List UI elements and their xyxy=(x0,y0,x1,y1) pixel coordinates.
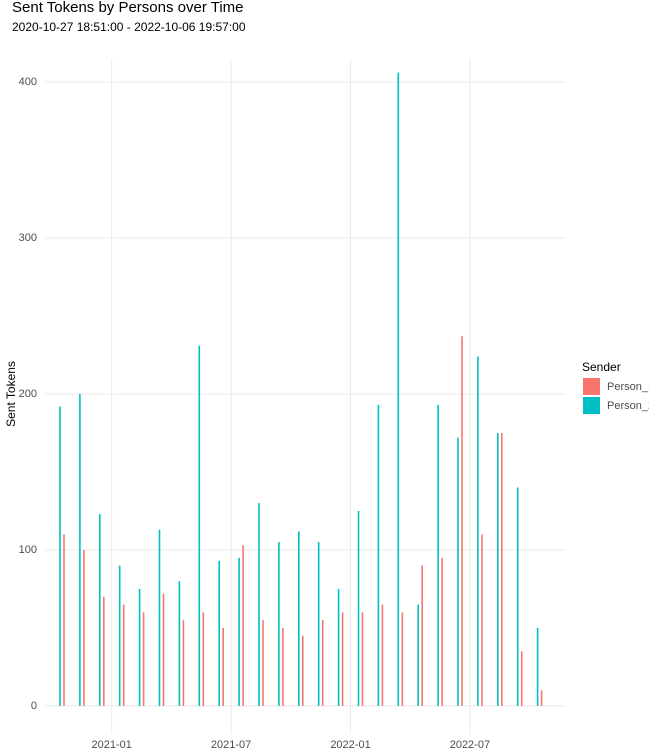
x-tick-label: 2022-07 xyxy=(450,739,490,751)
x-tick-label: 2021-07 xyxy=(211,739,251,751)
chart-subtitle: 2020-10-27 18:51:00 - 2022-10-06 19:57:0… xyxy=(12,20,246,34)
x-tick-label: 2022-01 xyxy=(330,739,370,751)
legend-key xyxy=(583,378,600,395)
legend-label: Person_2 xyxy=(607,400,649,412)
y-tick-label: 300 xyxy=(19,232,37,244)
y-axis-title: Sent Tokens xyxy=(4,361,18,427)
y-tick-label: 200 xyxy=(19,388,37,400)
chart-title: Sent Tokens by Persons over Time xyxy=(12,0,244,16)
y-tick-label: 400 xyxy=(19,76,37,88)
y-tick-label: 100 xyxy=(19,544,37,556)
legend-title: Sender xyxy=(582,360,621,374)
legend-label: Person_1 xyxy=(607,381,649,393)
legend-key xyxy=(583,397,600,414)
x-tick-label: 2021-01 xyxy=(92,739,132,751)
y-tick-label: 0 xyxy=(31,700,37,712)
